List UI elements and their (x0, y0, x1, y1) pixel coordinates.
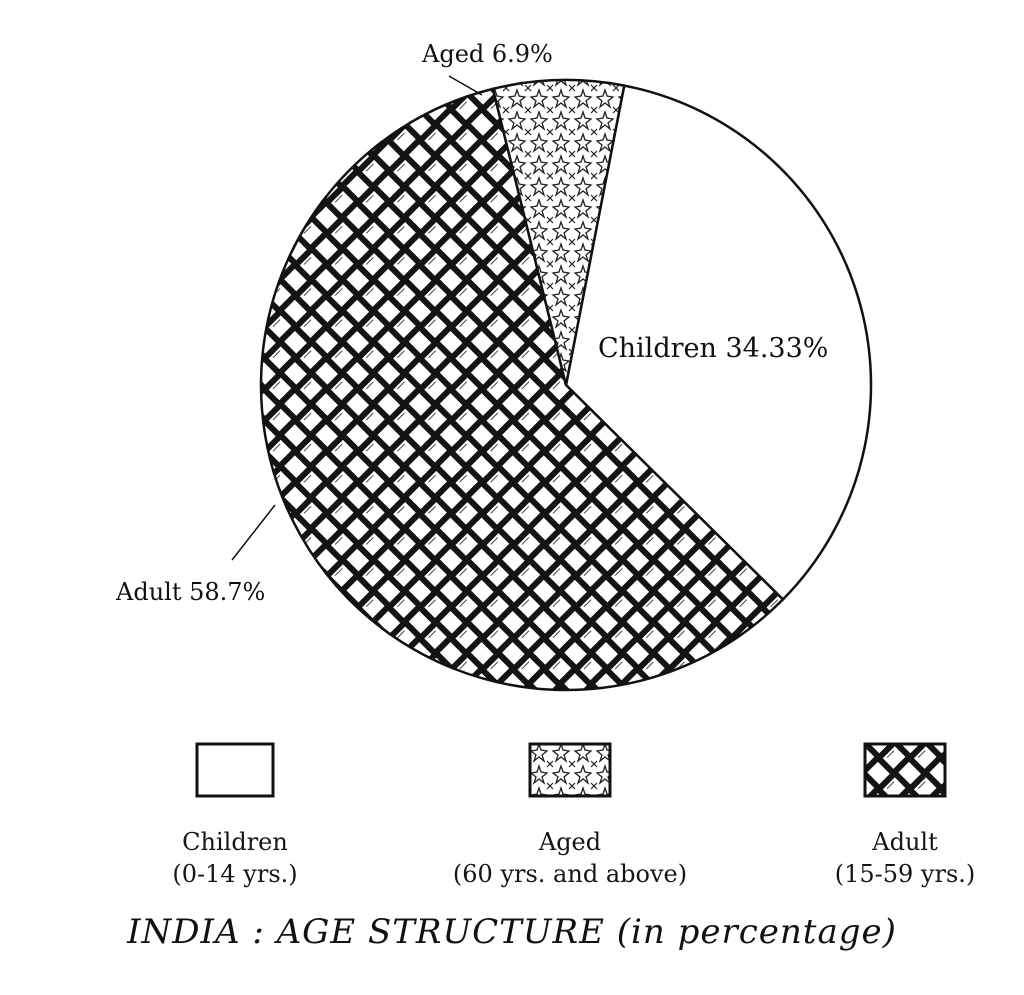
pie-slice-aged (491, 78, 626, 386)
legend-sub-aged: (60 yrs. and above) (452, 860, 688, 888)
pie-slices (259, 78, 873, 692)
slice-label-adult: Adult 58.7% (115, 578, 265, 606)
pie-slice-adult (259, 87, 785, 692)
slice-label-aged: Aged 6.9% (421, 40, 553, 68)
legend-sub-adult: (15-59 yrs.) (834, 860, 976, 888)
slice-label-children: Children 34.33% (598, 333, 828, 364)
legend-aged: Aged (60 yrs. and above) (420, 742, 720, 890)
legend-sub-children: (0-14 yrs.) (172, 860, 298, 888)
legend-swatch-children (195, 742, 275, 798)
legend-label-children: Children (182, 828, 288, 856)
chart-title: INDIA : AGE STRUCTURE (in percentage) (127, 912, 897, 952)
legend-swatch-aged (528, 742, 612, 798)
leader-line-aged (448, 75, 483, 96)
pie-labels: Children 34.33% Adult 58.7% Aged 6.9% (115, 40, 828, 606)
leader-line-adult (231, 504, 276, 561)
legend-children: Children (0-14 yrs.) (150, 742, 320, 890)
legend-adult: Adult (15-59 yrs.) (810, 742, 1000, 890)
legend-label-adult: Adult (872, 828, 938, 856)
legend-label-aged: Aged (538, 828, 602, 856)
pie-slice-children (564, 84, 873, 602)
legend-swatch-adult (863, 742, 947, 798)
